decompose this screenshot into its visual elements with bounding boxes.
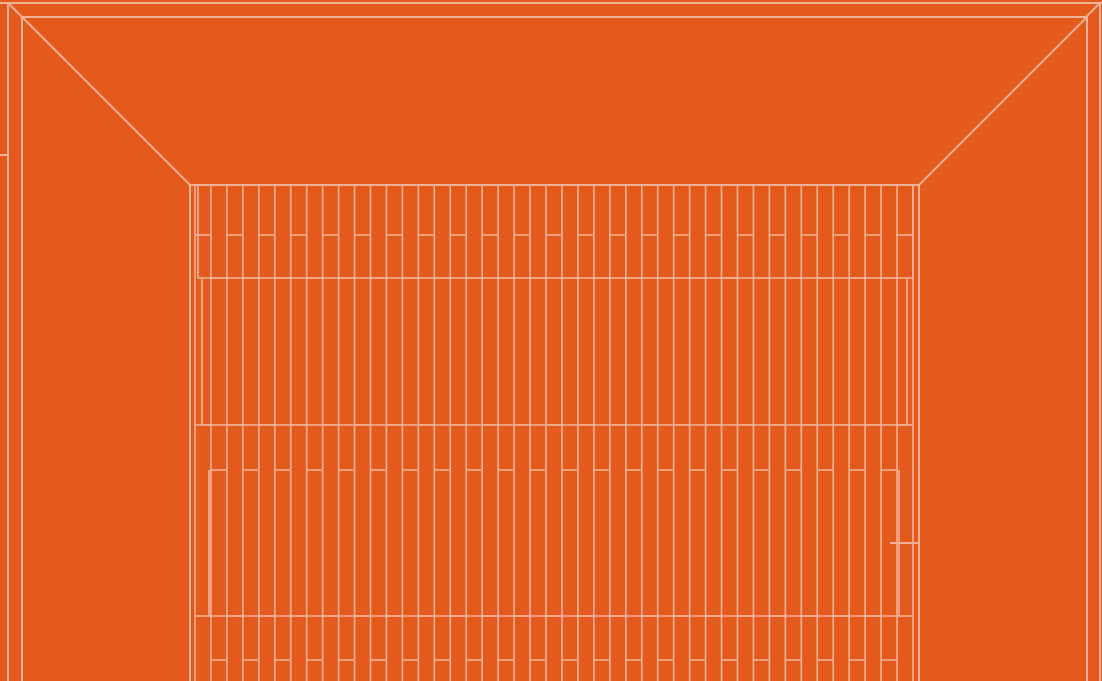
- band-middle-bracket: [201, 278, 908, 426]
- frame-corner-left-line: [6, 1, 24, 19]
- ceiling-left-diagonal: [20, 15, 192, 187]
- band-lower-bracket: [208, 470, 900, 617]
- ceiling-right-diagonal: [917, 15, 1089, 187]
- pleated-panel-wall: [194, 185, 914, 681]
- frame-corner-right-line: [1084, 1, 1102, 19]
- band-upper-bracket: [197, 185, 914, 279]
- ceiling-perspective: [20, 15, 1089, 681]
